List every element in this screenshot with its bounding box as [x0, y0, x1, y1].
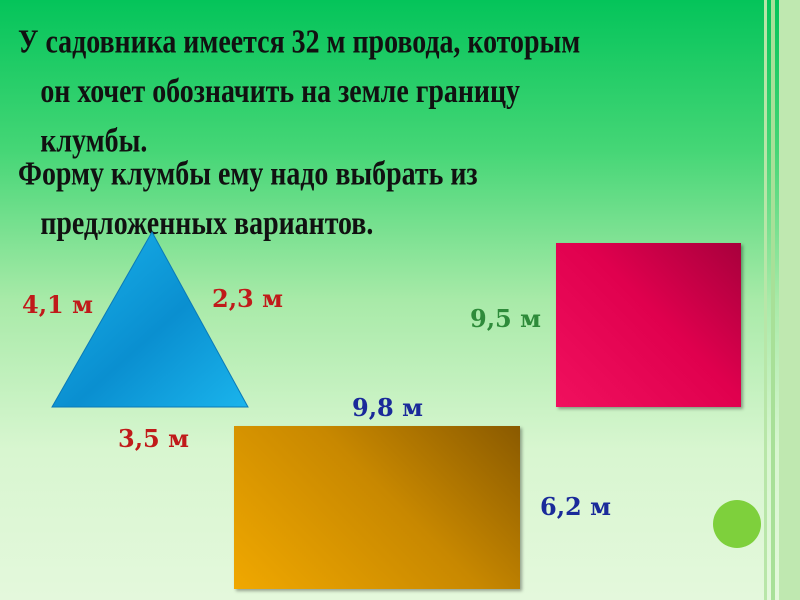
text-line: он хочет обозначить на земле границу [40, 72, 521, 110]
border-stripe [771, 0, 775, 600]
rectangle-shape [234, 426, 520, 589]
problem-text: У садовника имеется 32 м провода, которы… [18, 18, 580, 166]
triangle-side-label: 4,1 м [22, 290, 93, 319]
triangle-side-label: 3,5 м [118, 424, 189, 453]
rectangle-height-label: 6,2 м [540, 492, 611, 521]
square-shape [556, 243, 741, 407]
border-stripe [779, 0, 800, 600]
text-line: Форму клумбы ему надо выбрать из [18, 155, 478, 193]
text-line: У садовника имеется 32 м провода, которы… [18, 23, 581, 61]
instruction-text: Форму клумбы ему надо выбрать из предлож… [18, 150, 478, 249]
text-line: предложенных вариантов. [40, 204, 374, 242]
triangle-side-label: 2,3 м [212, 284, 283, 313]
border-stripe [764, 0, 767, 600]
square-side-label: 9,5 м [470, 304, 541, 333]
text-line: клумбы. [40, 122, 148, 160]
bullet-circle [713, 500, 761, 548]
rectangle-width-label: 9,8 м [352, 393, 423, 422]
